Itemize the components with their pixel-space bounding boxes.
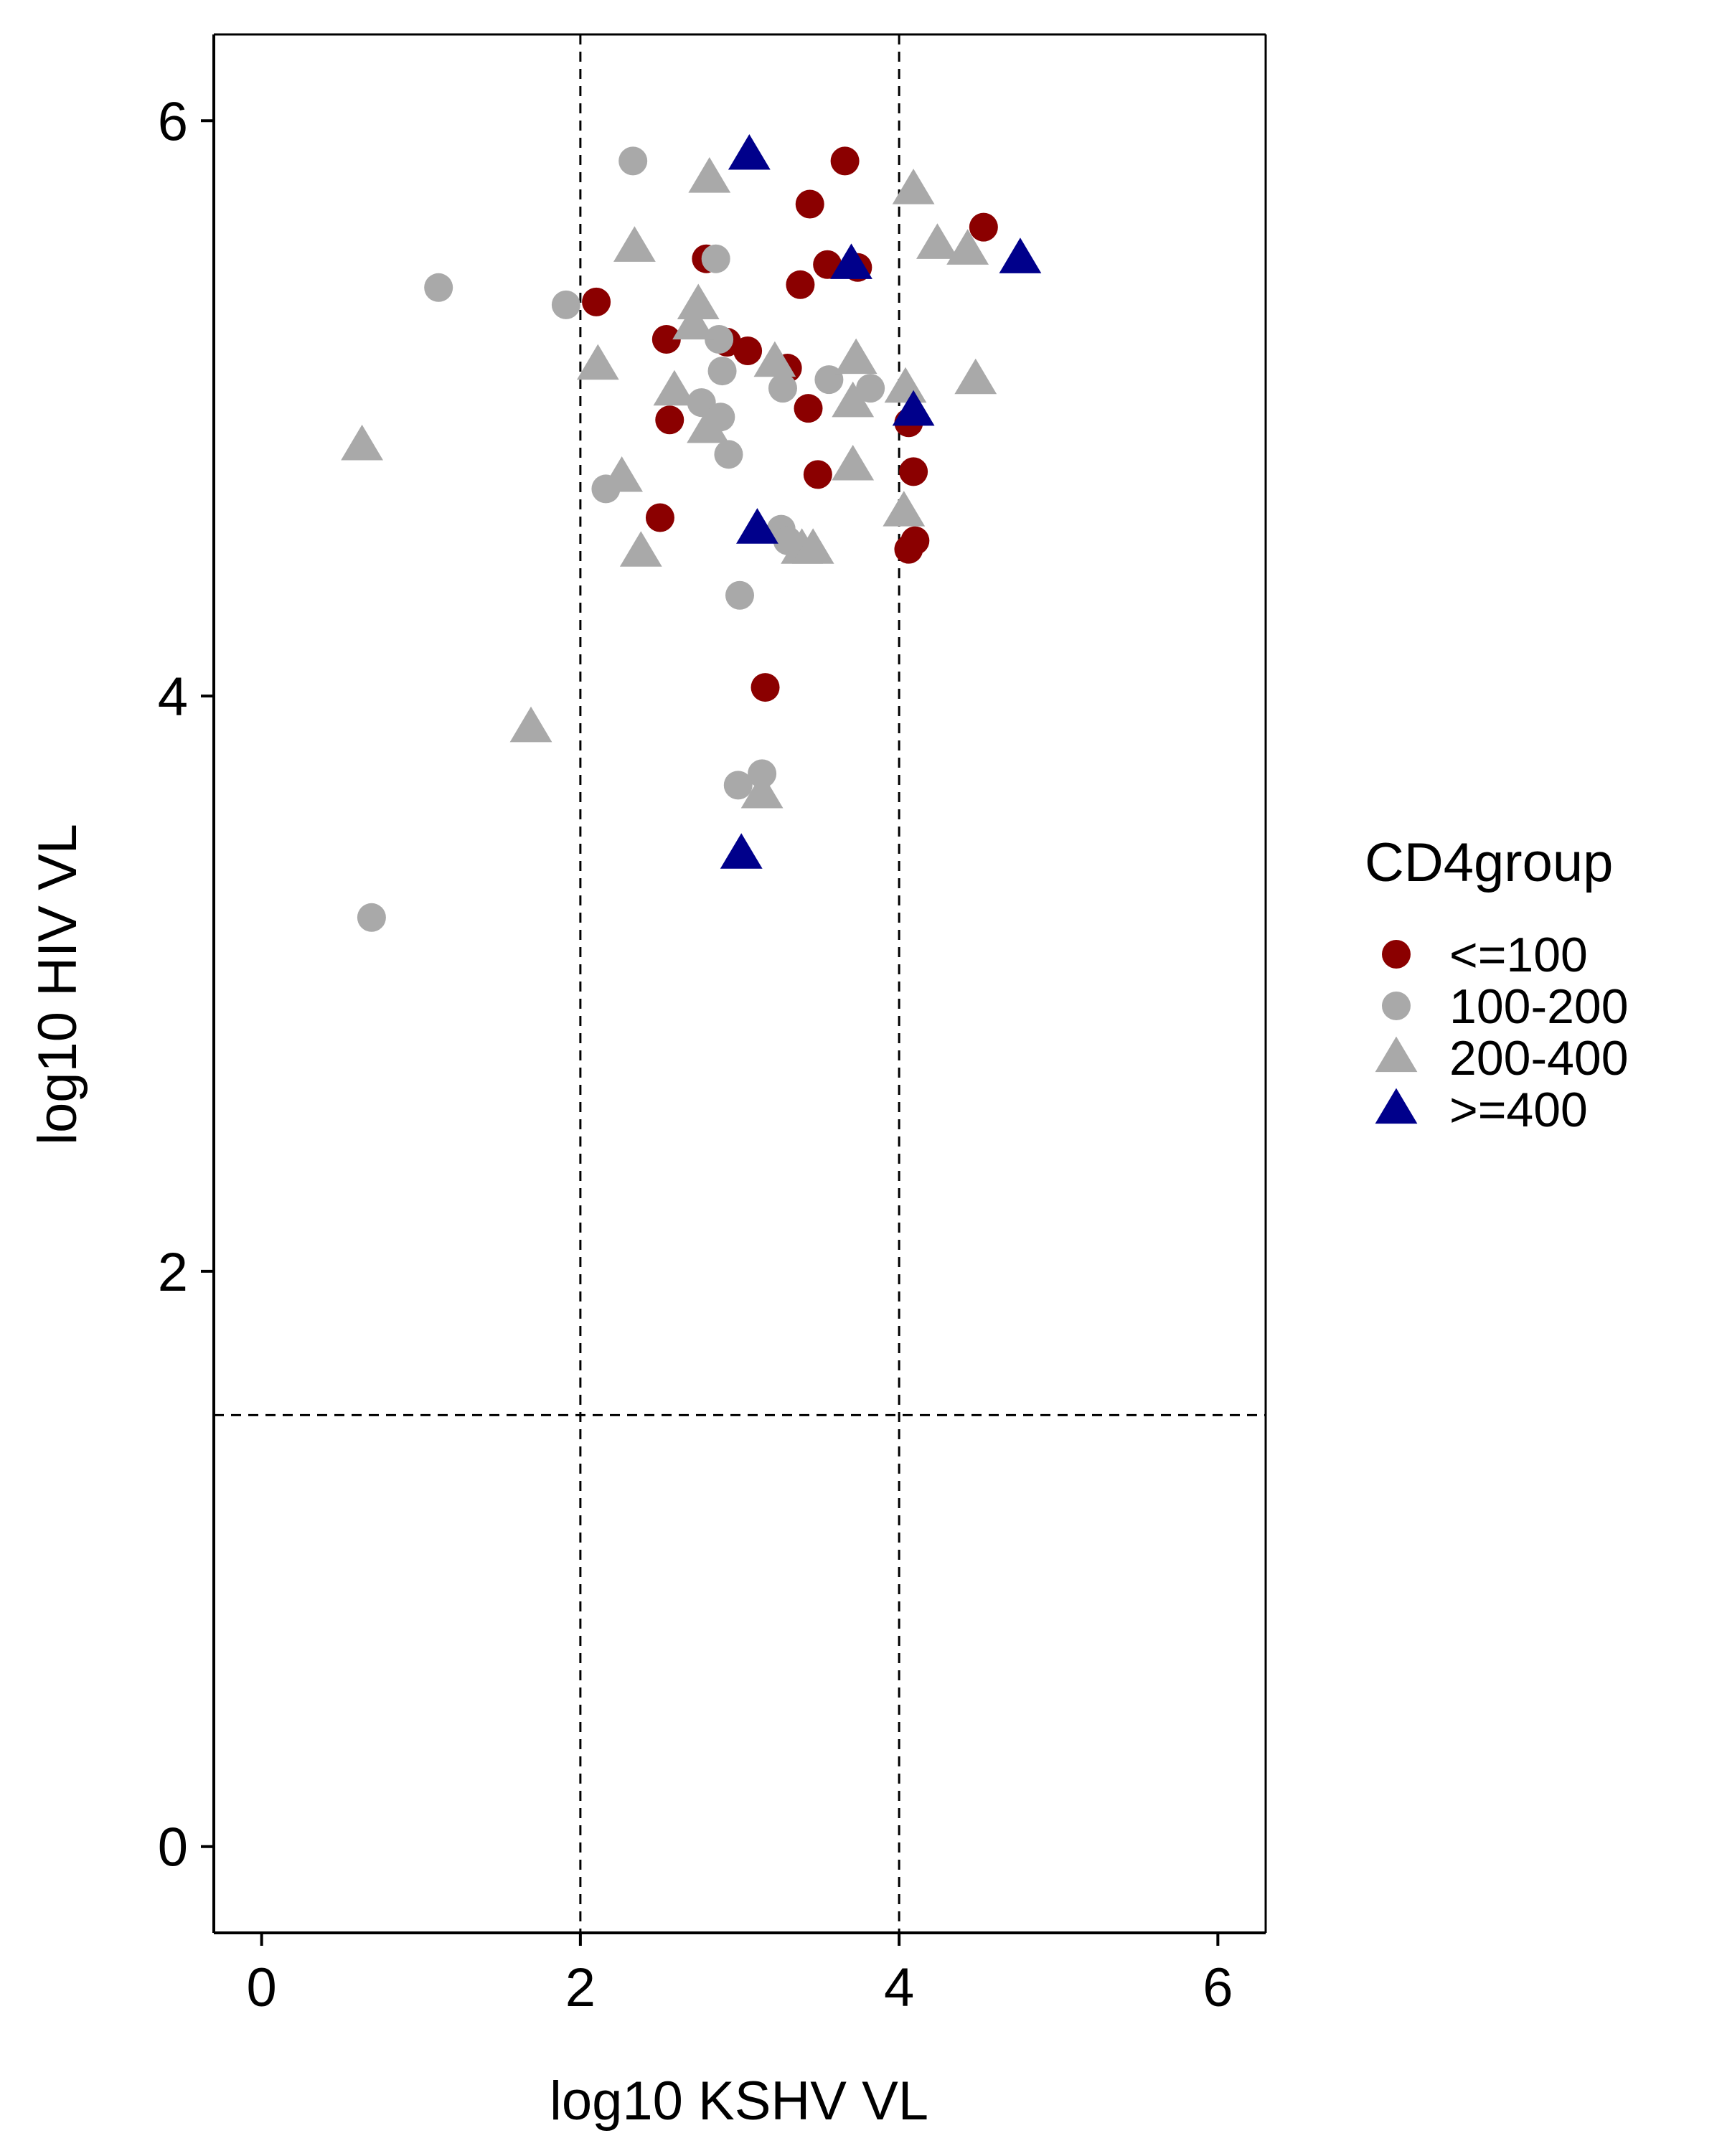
data-point xyxy=(424,273,453,302)
legend-title: CD4group xyxy=(1365,832,1613,893)
x-axis-ticks: 0 2 4 6 xyxy=(246,1933,1233,2018)
data-point xyxy=(740,773,784,809)
data-point xyxy=(655,405,684,435)
data-point xyxy=(341,424,383,461)
legend-key xyxy=(1375,1036,1418,1073)
data-point xyxy=(551,290,580,319)
x-tick-label: 6 xyxy=(1203,1957,1233,2018)
data-point xyxy=(613,226,656,262)
data-points xyxy=(341,133,1042,932)
data-point xyxy=(582,287,611,316)
data-point xyxy=(576,344,619,380)
data-point xyxy=(969,212,998,242)
data-point xyxy=(946,229,989,265)
data-point xyxy=(707,357,737,386)
data-point xyxy=(733,336,763,365)
data-point xyxy=(653,369,696,406)
data-point xyxy=(728,133,771,170)
legend-key xyxy=(1382,940,1411,969)
data-point xyxy=(856,374,885,403)
data-point xyxy=(651,324,681,354)
data-point xyxy=(618,146,648,176)
data-point xyxy=(834,338,878,375)
legend-key xyxy=(1375,1088,1418,1124)
data-point xyxy=(892,169,935,204)
data-point xyxy=(999,237,1042,273)
y-tick-label: 4 xyxy=(158,667,188,728)
data-point xyxy=(705,324,734,354)
data-point xyxy=(954,358,997,395)
data-point xyxy=(736,508,778,544)
data-point xyxy=(751,673,780,702)
data-point xyxy=(619,531,662,567)
data-point xyxy=(720,833,763,869)
y-tick-label: 6 xyxy=(158,91,188,152)
y-axis-ticks: 0 2 4 6 xyxy=(158,91,214,1878)
legend-label: >=400 xyxy=(1449,1083,1588,1137)
data-point xyxy=(892,390,935,426)
x-axis-label: log10 KSHV VL xyxy=(550,2071,928,2132)
data-point xyxy=(832,381,875,418)
data-point xyxy=(701,244,730,273)
legend-label: <=100 xyxy=(1449,928,1588,982)
legend-label: 100-200 xyxy=(1449,979,1629,1034)
data-point xyxy=(672,303,715,340)
data-point xyxy=(786,270,815,299)
x-tick-label: 0 xyxy=(246,1957,276,2018)
data-point xyxy=(884,367,927,403)
legend-key xyxy=(1382,992,1411,1020)
data-point xyxy=(509,706,552,743)
x-tick-label: 2 xyxy=(565,1957,596,2018)
axes xyxy=(212,33,1267,1934)
data-point xyxy=(688,157,731,193)
x-tick-label: 4 xyxy=(884,1957,914,2018)
data-point xyxy=(714,440,743,469)
data-point xyxy=(768,374,797,403)
data-point xyxy=(916,223,959,259)
y-axis-label: log10 HIV VL xyxy=(27,824,88,1145)
data-point xyxy=(830,146,860,176)
data-point xyxy=(725,580,754,610)
data-point xyxy=(723,771,753,800)
data-point xyxy=(791,528,834,564)
data-point xyxy=(795,189,824,219)
data-point xyxy=(803,460,832,489)
reference-lines xyxy=(214,34,1266,1933)
data-point xyxy=(687,407,729,443)
data-point xyxy=(601,456,644,492)
data-point xyxy=(645,503,674,532)
data-point xyxy=(832,444,875,481)
data-point xyxy=(753,341,796,377)
data-point xyxy=(357,903,386,932)
y-tick-label: 0 xyxy=(158,1817,188,1878)
data-point xyxy=(677,283,720,320)
y-tick-label: 2 xyxy=(158,1242,188,1303)
data-point xyxy=(883,491,926,527)
data-point xyxy=(794,394,823,423)
legend-label: 200-400 xyxy=(1449,1031,1629,1086)
data-point xyxy=(830,243,872,279)
data-point xyxy=(894,535,923,564)
data-point xyxy=(899,457,928,486)
